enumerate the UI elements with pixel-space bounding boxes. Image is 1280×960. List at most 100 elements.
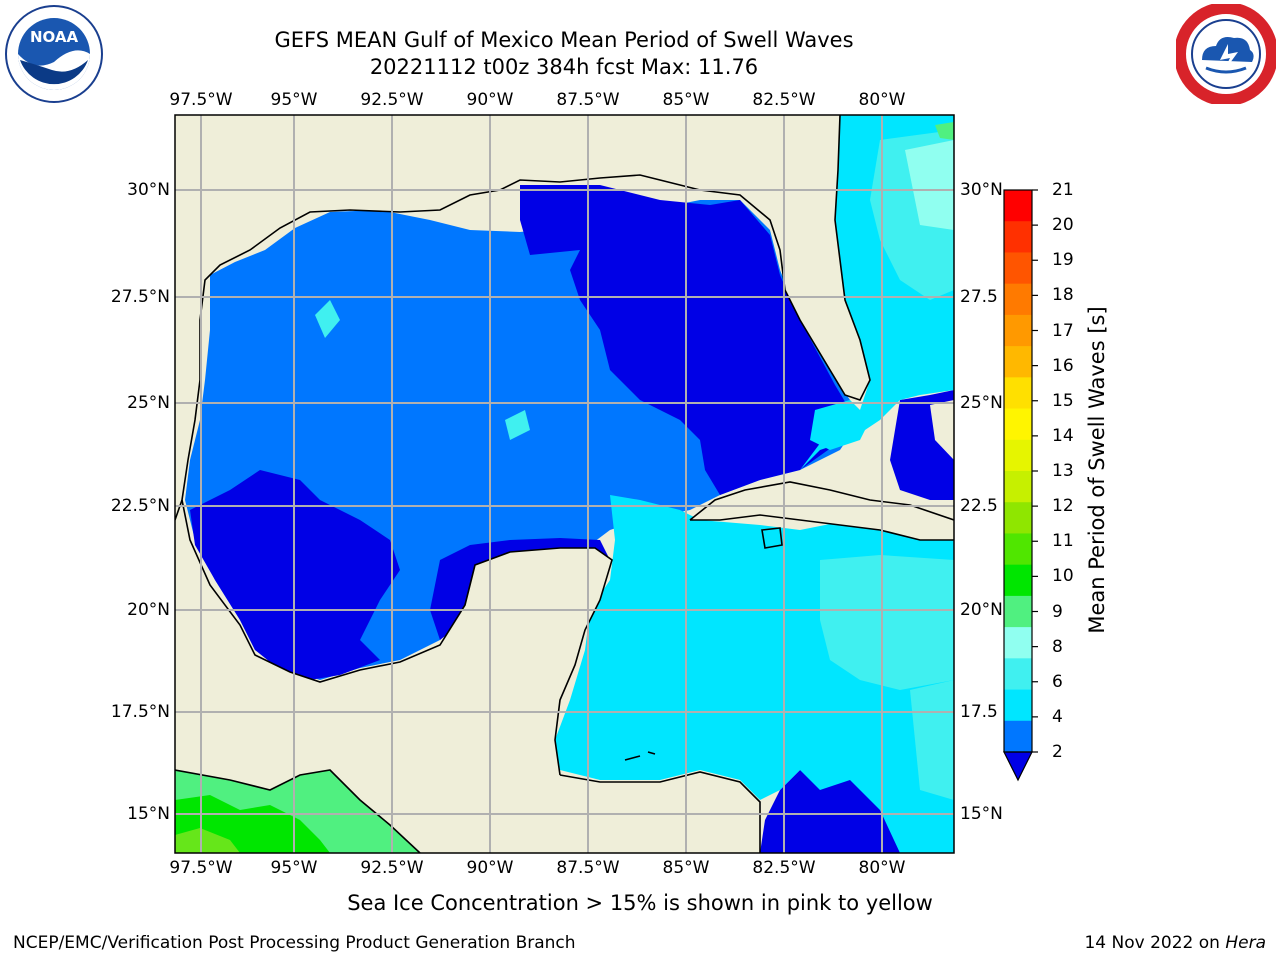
colorbar-tick-label: 4 <box>1052 706 1063 727</box>
map-frame <box>174 114 955 854</box>
coastline <box>761 527 783 549</box>
colorbar-tick-label: 11 <box>1052 531 1074 552</box>
colorbar-segment <box>1004 408 1032 441</box>
lat-label-left: 25°N <box>127 393 170 413</box>
swell-field-6-8 <box>910 680 954 800</box>
swell-field-11-12 <box>175 828 240 853</box>
chart-title: GEFS MEAN Gulf of Mexico Mean Period of … <box>274 28 854 52</box>
chart-subtitle: 20221112 t00z 384h fcst Max: 11.76 <box>369 55 759 79</box>
lon-label-top: 95°W <box>270 90 318 110</box>
lon-label-top: 90°W <box>466 90 514 110</box>
coastline <box>689 481 954 541</box>
colorbar <box>1003 189 1038 782</box>
colorbar-segment <box>1004 377 1032 410</box>
lon-label-top: 92.5°W <box>360 90 424 110</box>
noaa-logo-text: NOAA <box>30 28 79 46</box>
map-gridlines <box>175 115 954 853</box>
colorbar-extend-triangle <box>1003 751 1033 782</box>
lat-label-right: 25°N <box>960 393 1003 413</box>
colorbar-tick-label: 20 <box>1052 215 1074 236</box>
colorbar-tick-label: 21 <box>1052 180 1074 200</box>
colorbar-segment <box>1004 346 1032 378</box>
lon-label-bottom: 87.5°W <box>556 858 620 878</box>
lat-label-left: 15°N <box>127 804 170 824</box>
colorbar-tick-label: 10 <box>1052 566 1074 587</box>
colorbar-tick-label: 16 <box>1052 355 1074 376</box>
lon-label-top: 80°W <box>858 90 906 110</box>
colorbar-tick-label: 17 <box>1052 320 1074 341</box>
colorbar-segment <box>1004 627 1032 659</box>
colorbar-segment <box>1004 720 1032 753</box>
footer-date: 14 Nov 2022 on Hera <box>1084 933 1266 953</box>
lat-label-left: 30°N <box>127 180 170 200</box>
colorbar-segment <box>1004 283 1032 316</box>
colorbar-segment <box>1004 252 1032 285</box>
lat-label-right: 20°N <box>960 600 1003 620</box>
lon-label-top: 87.5°W <box>556 90 620 110</box>
colorbar-segment <box>1004 533 1032 566</box>
lon-label-bottom: 82.5°W <box>752 858 816 878</box>
sea-ice-note-text: Sea Ice Concentration > 15% is shown in … <box>347 891 933 915</box>
colorbar-segment <box>1004 564 1032 597</box>
mexico-yucatan-land <box>175 500 760 853</box>
lon-label-bottom: 95°W <box>270 858 318 878</box>
colorbar-tick-label: 13 <box>1052 461 1074 481</box>
swell-field-4-6 <box>810 400 870 450</box>
colorbar-tick-label: 8 <box>1052 636 1063 657</box>
coastline <box>624 751 656 761</box>
colorbar-segment <box>1004 221 1032 253</box>
florida-land <box>640 115 870 400</box>
lon-label-bottom: 90°W <box>466 858 514 878</box>
colorbar-segment <box>1004 658 1032 691</box>
colorbar-segment <box>1004 190 1032 222</box>
nws-logo <box>1176 4 1276 104</box>
colorbar-tick-label: 14 <box>1052 425 1074 446</box>
footer-host: Hera <box>1225 933 1266 953</box>
lat-label-right: 27.5 <box>960 287 998 307</box>
lat-label-left: 22.5°N <box>110 496 170 516</box>
bahamas-land <box>930 400 954 460</box>
noaa-logo: NOAA <box>5 5 103 103</box>
lat-label-right: 22.5 <box>960 496 998 516</box>
colorbar-segment <box>1004 689 1032 722</box>
lon-label-bottom: 97.5°W <box>169 858 233 878</box>
colorbar-segment <box>1004 595 1032 628</box>
lon-label-bottom: 92.5°W <box>360 858 424 878</box>
footer-producer: NCEP/EMC/Verification Post Processing Pr… <box>13 933 576 953</box>
lon-label-bottom: 85°W <box>662 858 710 878</box>
colorbar-tick-label: 6 <box>1052 671 1063 692</box>
colorbar-tick-label: 12 <box>1052 496 1074 517</box>
lat-label-left: 17.5°N <box>110 702 170 722</box>
northern-gulf-land <box>175 115 770 520</box>
coastline <box>175 769 421 853</box>
footer-date-text: 14 Nov 2022 on <box>1084 933 1226 953</box>
colorbar-segment <box>1004 502 1032 534</box>
swell-field-6-8 <box>505 410 530 440</box>
lat-label-left: 27.5°N <box>110 287 170 307</box>
swell-field-6-8 <box>315 300 340 338</box>
lat-label-left: 20°N <box>127 600 170 620</box>
lat-label-right: 15°N <box>960 804 1003 824</box>
colorbar-tick-label: 18 <box>1052 285 1074 306</box>
lat-label-right: 30°N <box>960 180 1003 200</box>
swell-field-6-8 <box>820 555 954 690</box>
swell-field-8-9 <box>905 140 954 230</box>
sea-ice-note: Sea Ice Concentration > 15% is shown in … <box>0 891 1280 915</box>
lat-label-right: 17.5 <box>960 702 998 722</box>
colorbar-tick-label: 9 <box>1052 601 1063 622</box>
lon-label-bottom: 80°W <box>858 858 906 878</box>
cuba-land <box>690 482 954 540</box>
lon-label-top: 97.5°W <box>169 90 233 110</box>
colorbar-tick-label: 15 <box>1052 390 1074 411</box>
colorbar-tick-label: 2 <box>1052 742 1063 762</box>
colorbar-label: Mean Period of Swell Waves [s] <box>1085 306 1109 634</box>
colorbar-segment <box>1004 471 1032 503</box>
lon-label-top: 85°W <box>662 90 710 110</box>
colorbar-tick-label: 19 <box>1052 250 1074 271</box>
coastline <box>559 771 761 853</box>
swell-field-below-2 <box>760 760 954 853</box>
swell-field-9-10 <box>935 122 954 140</box>
colorbar-segment <box>1004 314 1032 347</box>
colorbar-segment <box>1004 439 1032 472</box>
